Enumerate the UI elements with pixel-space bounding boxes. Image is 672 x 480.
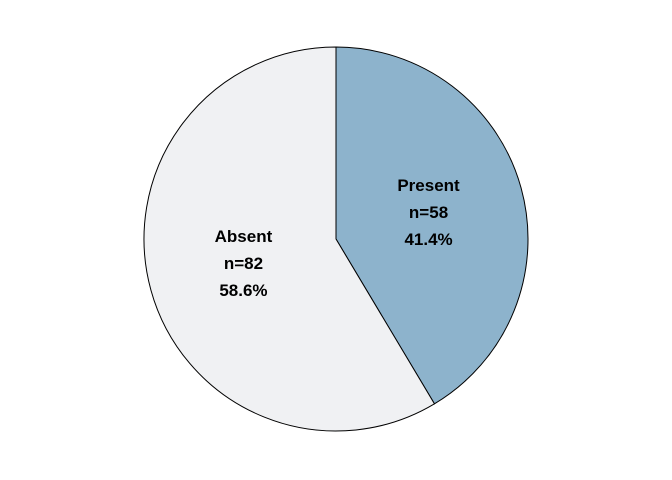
slice-count: n=82: [224, 254, 263, 273]
slice-percent: 41.4%: [404, 230, 452, 249]
slice-count: n=58: [409, 203, 448, 222]
pie-slice: [143, 46, 436, 432]
slice-percent: 58.6%: [219, 281, 267, 300]
pie-slice: [335, 46, 529, 405]
slice-name: Absent: [215, 227, 273, 246]
slice-name: Present: [397, 176, 460, 195]
